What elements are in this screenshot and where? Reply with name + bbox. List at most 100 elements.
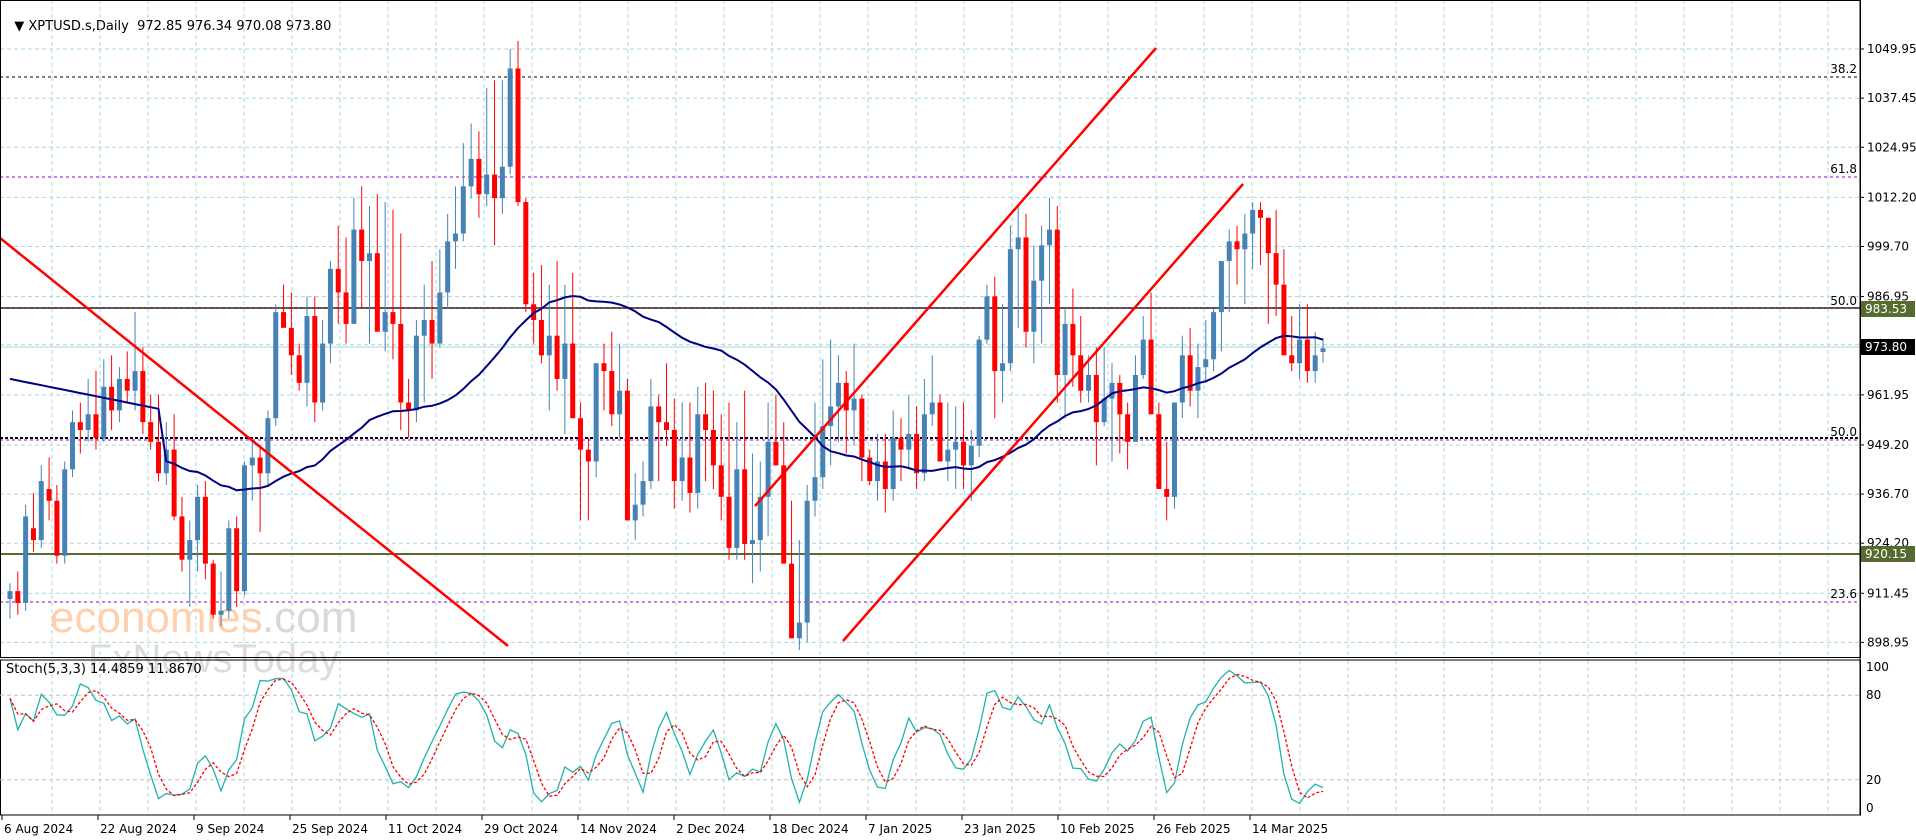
candle-body [140, 371, 146, 423]
candle-body [570, 343, 576, 419]
candle-body [304, 316, 310, 383]
candle-body [906, 433, 912, 450]
candle-body [171, 449, 177, 517]
candle-body [648, 406, 654, 482]
candle-body [804, 500, 810, 623]
candle-body [828, 406, 834, 427]
candle-body [30, 528, 36, 541]
date-label: 23 Jan 2025 [964, 822, 1036, 836]
candle-body [273, 312, 279, 419]
candle-body [7, 591, 13, 600]
support-price-tag: 920.15 [1865, 547, 1907, 561]
candle-body [413, 335, 419, 411]
candle-body [671, 430, 677, 482]
candle-body [1132, 374, 1138, 442]
channel-upper-line[interactable] [754, 47, 1157, 507]
price-tick-label: 911.45 [1867, 586, 1909, 600]
price-tick-label: 936.70 [1867, 487, 1909, 501]
candle-body [1179, 355, 1185, 403]
date-label: 9 Sep 2024 [196, 822, 264, 836]
candle-body [937, 402, 943, 462]
candle-body [781, 465, 787, 564]
candle-body [1297, 339, 1303, 364]
candle-body [929, 402, 935, 415]
candle-body [1320, 348, 1326, 353]
candle-body [1117, 382, 1123, 415]
stoch-level-label: 0 [1866, 801, 1874, 815]
candle-body [609, 371, 615, 415]
candle-body [1156, 414, 1162, 489]
price-tick-label: 986.95 [1867, 290, 1909, 304]
candle-body [585, 449, 591, 462]
candle-body [421, 319, 427, 336]
candle-body [992, 296, 998, 372]
resistance-price-tag: 983.53 [1865, 302, 1907, 316]
candle-body [1140, 339, 1146, 375]
candle-body [1226, 241, 1232, 262]
symbol-label: XPTUSD.s,Daily [28, 19, 129, 34]
candle-body [749, 540, 755, 544]
candle-body [1172, 402, 1178, 497]
candle-body [1273, 253, 1279, 285]
candle-body [179, 516, 185, 560]
candle-body [327, 268, 333, 344]
candle-body [312, 316, 318, 403]
candle-body [62, 469, 68, 556]
candle-body [1078, 355, 1084, 391]
candle-body [1086, 374, 1092, 391]
candle-body [320, 343, 326, 403]
date-label: 26 Feb 2025 [1156, 822, 1231, 836]
candle-body [1046, 229, 1052, 246]
stochastic-label: Stoch(5,3,3) 14.4859 11.8670 [6, 662, 202, 677]
fib-500-upper-label: 50.0 [1830, 294, 1857, 308]
candle-body [476, 158, 482, 195]
candle-body [148, 422, 154, 442]
candle-body [523, 202, 529, 305]
candle-body [593, 363, 599, 462]
candle-body [101, 386, 107, 438]
watermark-fxnewstoday: FxNewsToday [88, 637, 339, 681]
candle-body [390, 312, 396, 324]
candle-body [1125, 414, 1131, 442]
candle-body [359, 229, 365, 262]
price-tick-label: 961.95 [1867, 388, 1909, 402]
candle-body [398, 323, 404, 403]
candle-body [1289, 355, 1295, 364]
candle-body [859, 398, 865, 458]
candle-body [1023, 237, 1029, 332]
candle-body [38, 481, 44, 541]
candle-body [890, 437, 896, 489]
candle-body [1234, 241, 1240, 250]
candle-body [1062, 323, 1068, 375]
fib-382-label: 38.2 [1830, 62, 1857, 76]
candle-body [945, 449, 951, 462]
fib-618-label: 61.8 [1830, 162, 1857, 176]
main-panel-border [0, 0, 1861, 658]
channel-lower-line[interactable] [842, 183, 1244, 642]
candle-body [93, 414, 99, 438]
downtrend-line[interactable] [0, 237, 509, 647]
resistance-price-tag-bg [1861, 301, 1915, 317]
candle-body [452, 233, 458, 242]
candle-body [984, 296, 990, 340]
candle-body [515, 68, 521, 203]
candle-body [960, 441, 966, 466]
candle-body [15, 591, 21, 603]
date-label: 6 Aug 2024 [4, 822, 73, 836]
candle-body [1265, 217, 1271, 254]
candle-body [1031, 280, 1037, 332]
candle-body [1257, 209, 1263, 218]
candle-body [1218, 261, 1224, 313]
collapse-triangle-icon[interactable]: ▼ [14, 19, 29, 34]
candle-body [335, 268, 341, 293]
current-price-tag: 973.80 [1865, 340, 1907, 354]
candle-body [54, 500, 60, 556]
candle-body [796, 622, 802, 639]
candle-body [195, 496, 201, 541]
candle-body [820, 426, 826, 478]
stoch-panel-border [0, 659, 1861, 816]
candle-body [507, 68, 513, 167]
candle-body [703, 414, 709, 431]
date-label: 2 Dec 2024 [676, 822, 745, 836]
